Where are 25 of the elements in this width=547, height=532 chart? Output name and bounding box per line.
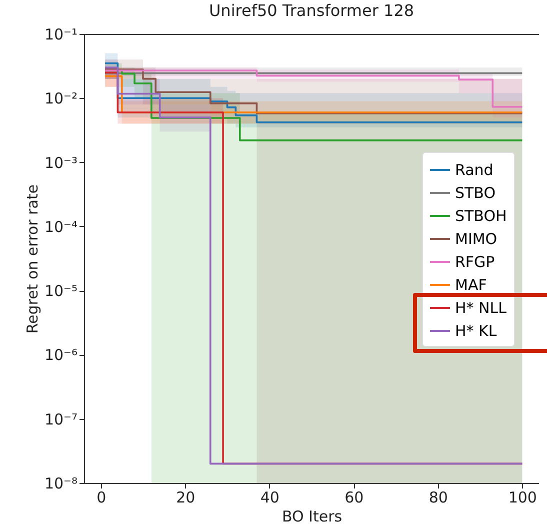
legend-label: Rand bbox=[455, 161, 494, 179]
y-tick-label: 10⁻⁸ bbox=[44, 474, 78, 492]
legend-label: MAF bbox=[455, 276, 487, 294]
legend-label: STBO bbox=[455, 184, 496, 202]
y-tick-label: 10⁻⁵ bbox=[44, 282, 78, 300]
x-tick-label: 100 bbox=[508, 488, 537, 506]
x-tick-label: 60 bbox=[344, 488, 364, 506]
x-tick-label: 20 bbox=[176, 488, 196, 506]
legend-label: STBOH bbox=[455, 207, 507, 225]
chart-title: Uniref50 Transformer 128 bbox=[208, 1, 414, 20]
legend-label: RFGP bbox=[455, 253, 495, 271]
x-tick-label: 80 bbox=[428, 488, 448, 506]
x-tick-label: 0 bbox=[96, 488, 106, 506]
x-tick-label: 40 bbox=[260, 488, 280, 506]
y-tick-label: 10⁻⁶ bbox=[44, 346, 78, 364]
legend-label: H* KL bbox=[455, 322, 498, 340]
y-tick-label: 10⁻⁴ bbox=[44, 218, 78, 236]
y-tick-label: 10⁻⁷ bbox=[44, 410, 78, 428]
legend-label: MIMO bbox=[455, 230, 498, 248]
legend-label: H* NLL bbox=[455, 299, 508, 317]
y-tick-label: 10⁻² bbox=[44, 90, 78, 108]
y-tick-label: 10⁻¹ bbox=[44, 26, 78, 44]
y-axis-title: Regret on error rate bbox=[23, 184, 42, 334]
y-tick-label: 10⁻³ bbox=[44, 154, 78, 172]
x-axis-title: BO Iters bbox=[282, 508, 342, 526]
